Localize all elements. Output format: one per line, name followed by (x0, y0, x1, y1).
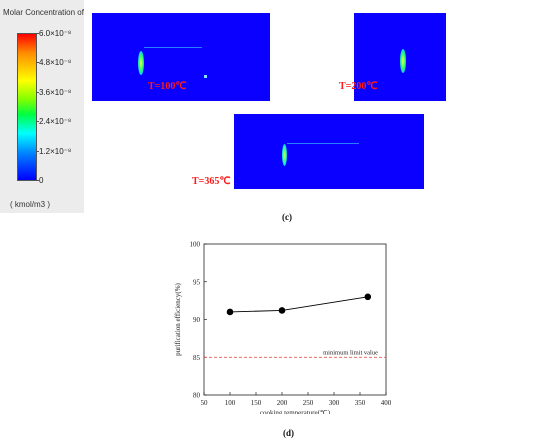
x-tick-label: 100 (225, 399, 236, 407)
x-tick-label: 50 (201, 399, 209, 407)
data-point (226, 308, 234, 316)
colorbar-tick (36, 151, 39, 152)
data-point (364, 293, 372, 301)
flow-streak (287, 143, 359, 144)
concentration-dot (204, 75, 207, 78)
x-tick-label: 200 (277, 399, 288, 407)
colorbar-tick-label: 3.6×10⁻⁸ (39, 88, 72, 97)
colorbar-gradient (17, 33, 37, 181)
data-point (278, 307, 286, 314)
plot-frame (203, 243, 387, 396)
y-tick-label: 85 (193, 354, 201, 362)
colorbar-tick (36, 180, 39, 181)
temperature-label-t365: T=365℃ (192, 176, 231, 187)
legend-unit: ( kmol/m3 ) (10, 200, 50, 209)
colorbar-tick (36, 62, 39, 63)
y-tick-label: 90 (193, 316, 201, 324)
y-tick-label: 95 (193, 278, 201, 286)
x-tick-label: 150 (251, 399, 262, 407)
contour-panel-t100 (92, 13, 270, 101)
efficiency-series-line (229, 296, 368, 313)
x-tick-label: 250 (303, 399, 314, 407)
colorbar-tick-label: 6.0×10⁻⁸ (39, 29, 72, 38)
minimum-limit-label: minimum limit value (323, 349, 378, 356)
y-tick-label: 80 (193, 392, 201, 400)
colorbar-tick-label: 4.8×10⁻⁸ (39, 58, 72, 67)
concentration-plume (138, 51, 144, 75)
colorbar-tick-label: 0 (39, 176, 44, 185)
concentration-plume (282, 144, 287, 166)
temperature-label-t200: T=200℃ (339, 81, 378, 92)
efficiency-chart: 50 100 150 200 250 300 350 400 80 85 90 95 100 cookin… (174, 241, 392, 415)
contour-panel-t200 (354, 13, 446, 101)
x-axis-label: cooking temperature(℃) (260, 409, 331, 414)
x-tick-label: 400 (381, 399, 392, 407)
concentration-plume (400, 49, 406, 73)
colorbar-tick-label: 1.2×10⁻⁸ (39, 147, 72, 156)
y-tick-label: 100 (190, 241, 201, 249)
x-tick-label: 350 (355, 399, 366, 407)
colorbar-tick (36, 92, 39, 93)
flow-streak (144, 47, 202, 48)
legend-title: Molar Concentration of (3, 8, 84, 17)
temperature-label-t100: T=100℃ (148, 81, 187, 92)
caption-d: (d) (283, 428, 294, 438)
y-axis-label: purification efficiency(%) (174, 282, 182, 355)
caption-c: (c) (282, 212, 292, 222)
colorbar-tick (36, 33, 39, 34)
x-tick-label: 300 (329, 399, 340, 407)
colorbar-tick (36, 121, 39, 122)
contour-panel-t365 (234, 114, 424, 189)
colorbar-legend: Molar Concentration of 6.0×10⁻⁸ 4.8×10⁻⁸… (0, 0, 84, 213)
colorbar-tick-label: 2.4×10⁻⁸ (39, 117, 72, 126)
